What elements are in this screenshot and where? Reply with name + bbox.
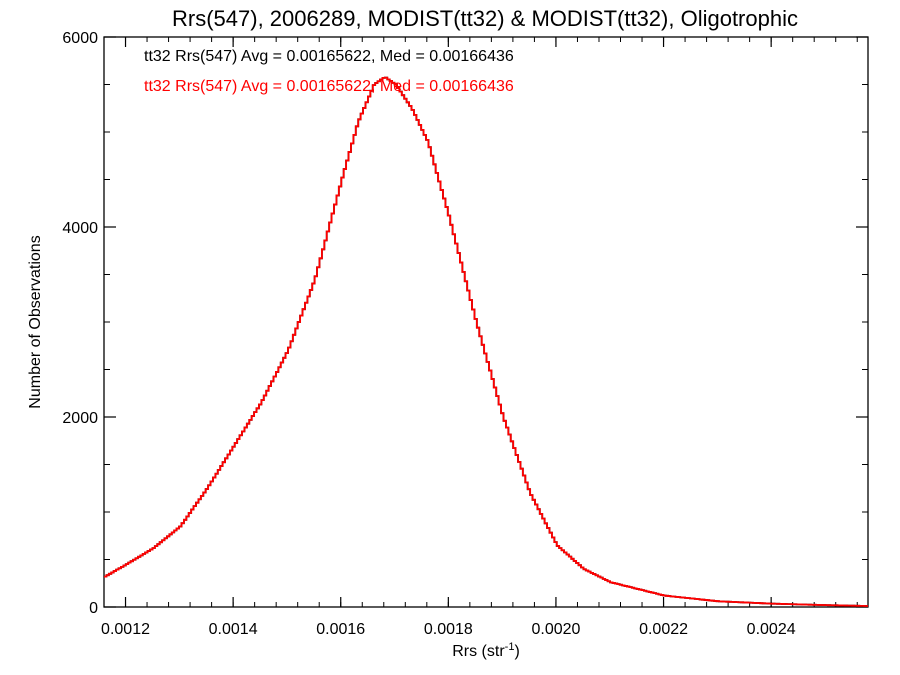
x-tick-label: 0.0024 [747, 621, 796, 638]
plot-area [104, 76, 868, 607]
x-axis-label-close: ) [514, 643, 519, 660]
y-tick-label: 0 [89, 600, 98, 617]
y-axis-label: Number of Observations [27, 235, 44, 408]
y-tick-label: 2000 [62, 410, 98, 427]
x-axis-label-superscript: -1 [505, 641, 515, 653]
x-tick-label: 0.0018 [424, 621, 473, 638]
annotation-black: tt32 Rrs(547) Avg = 0.00165622, Med = 0.… [144, 48, 514, 65]
plot-frame [103, 36, 869, 608]
x-tick-label: 0.0020 [531, 621, 580, 638]
x-axis-label-main: Rrs (str [452, 643, 505, 660]
series-line-red [104, 76, 868, 607]
y-axis: 0 2000 4000 6000 [62, 30, 868, 617]
y-tick-label: 6000 [62, 30, 98, 47]
x-tick-label: 0.0012 [101, 621, 150, 638]
x-axis-label: Rrs (str-1) [452, 641, 520, 660]
y-tick-label: 4000 [62, 220, 98, 237]
x-tick-label: 0.0014 [209, 621, 258, 638]
x-axis: 0.0012 0.0014 0.0016 0.0018 0.0020 0.0022 0.00… [101, 37, 858, 638]
annotation-red: tt32 Rrs(547) Avg = 0.00165622, Med = 0.… [144, 78, 514, 95]
x-tick-label: 0.0022 [639, 621, 688, 638]
chart-title: Rrs(547), 2006289, MODIST(tt32) & MODIST… [172, 6, 798, 31]
series-line-black [104, 76, 868, 607]
x-tick-label: 0.0016 [316, 621, 365, 638]
